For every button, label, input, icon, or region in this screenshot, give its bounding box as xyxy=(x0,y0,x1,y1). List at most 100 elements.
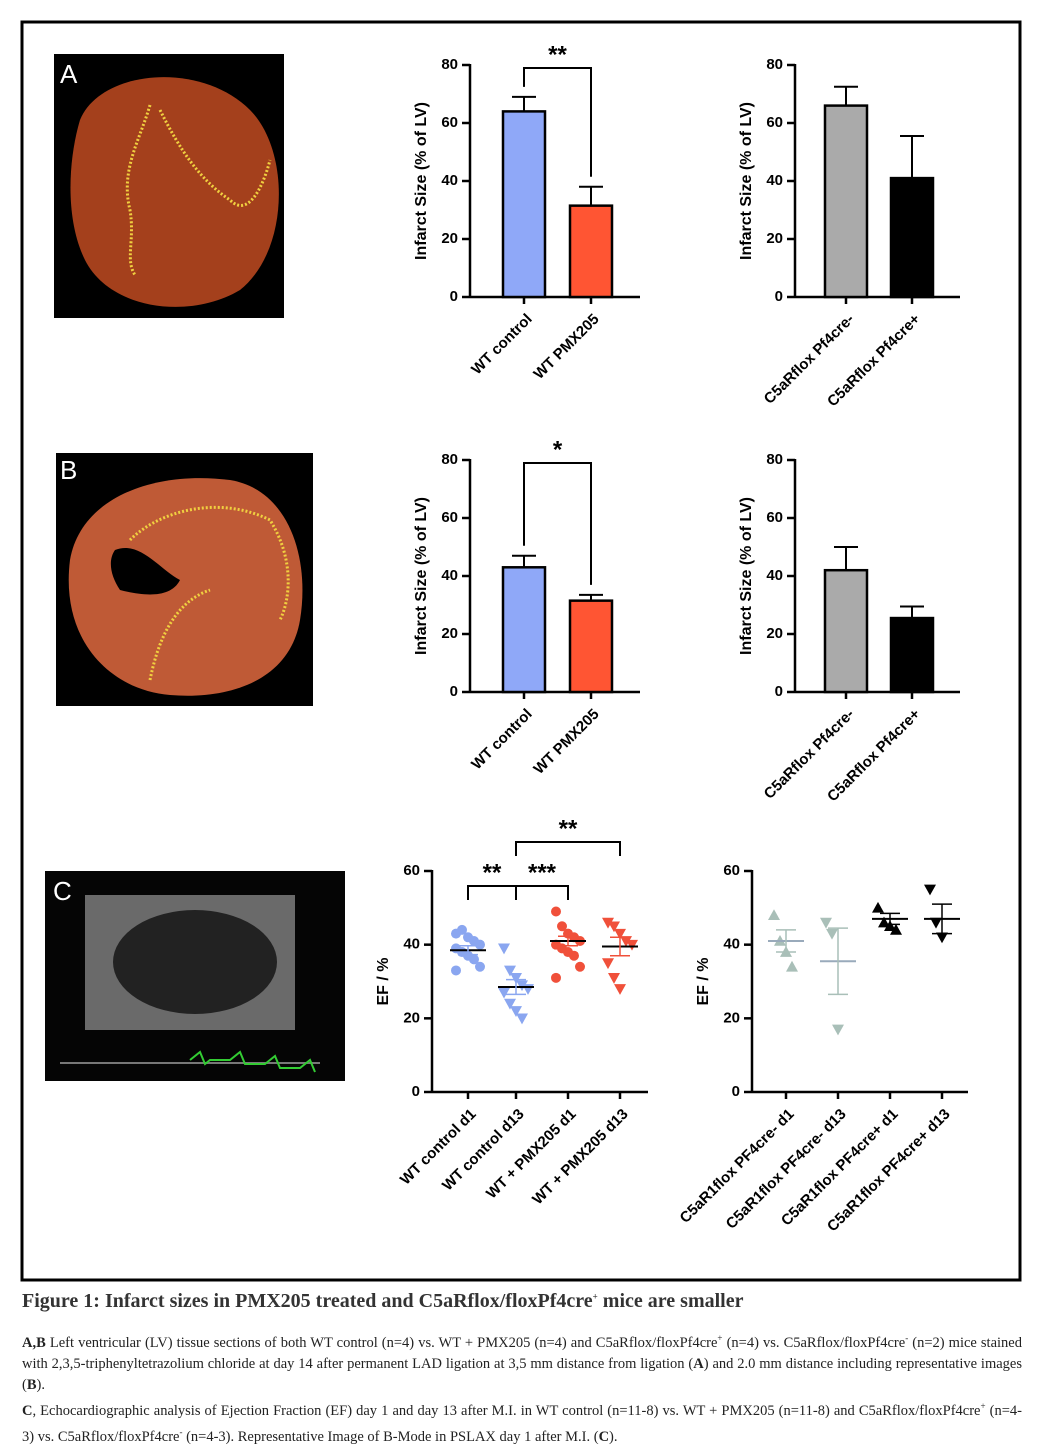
caption-text: + xyxy=(980,1400,986,1411)
caption-text: ). xyxy=(609,1428,618,1445)
caption-text: Left ventricular (LV) tissue sections of… xyxy=(45,1334,718,1351)
y-tick-label: 20 xyxy=(403,1009,420,1026)
x-tick-label: WT control xyxy=(468,706,535,773)
y-axis-label: Infarct Size (% of LV) xyxy=(738,497,755,655)
data-point xyxy=(602,958,614,970)
data-point xyxy=(872,901,884,913)
y-tick-label: 60 xyxy=(441,509,458,526)
bar xyxy=(501,566,547,694)
panel-label: C xyxy=(53,876,72,906)
y-axis-label: Infarct Size (% of LV) xyxy=(413,102,430,260)
caption-text: B xyxy=(26,1376,37,1393)
data-point xyxy=(820,917,832,929)
y-tick-label: 80 xyxy=(766,451,783,468)
data-point xyxy=(522,984,534,995)
data-point xyxy=(884,920,896,932)
panel-label: A xyxy=(60,59,78,89)
caption-body: A,B Left ventricular (LV) tissue section… xyxy=(22,1328,1022,1447)
y-tick-label: 0 xyxy=(450,288,458,305)
bar xyxy=(501,110,547,299)
caption-text: C xyxy=(22,1402,33,1419)
caption-text: Figure 1: Infarct sizes in PMX205 treate… xyxy=(22,1290,593,1312)
caption-text: ) and 2.0 mm distance including represen… xyxy=(22,1355,1022,1393)
y-tick-label: 0 xyxy=(450,683,458,700)
data-point xyxy=(930,917,942,929)
data-point xyxy=(510,973,522,984)
caption-text: + xyxy=(717,1333,723,1343)
caption-title: Figure 1: Infarct sizes in PMX205 treate… xyxy=(22,1290,1022,1313)
data-point xyxy=(475,939,485,950)
figure-frame xyxy=(20,20,1022,1282)
data-point xyxy=(608,973,620,984)
caption-text: (n=4) vs. C5aRflox/floxPf4cre xyxy=(722,1334,906,1351)
x-tick-label: WT PMX205 xyxy=(530,311,602,383)
y-tick-label: 20 xyxy=(441,625,458,642)
y-axis-label: Infarct Size (% of LV) xyxy=(413,497,430,655)
data-point xyxy=(620,936,632,947)
caption-text: (n=4-3). Representative Image of B-Mode … xyxy=(182,1428,599,1445)
y-tick-label: 40 xyxy=(766,567,783,584)
data-point xyxy=(475,961,485,972)
y-tick-label: 20 xyxy=(766,625,783,642)
data-point xyxy=(516,980,528,992)
data-point xyxy=(504,998,516,1010)
y-tick-label: 0 xyxy=(412,1083,420,1100)
data-point xyxy=(498,943,510,955)
caption-paragraph: C, Echocardiographic analysis of Ejectio… xyxy=(22,1396,1022,1447)
data-point xyxy=(457,924,467,935)
data-point xyxy=(569,950,579,961)
caption-text: C xyxy=(598,1428,610,1445)
data-point xyxy=(832,1024,844,1036)
y-tick-label: 40 xyxy=(403,936,420,953)
data-point xyxy=(614,928,626,940)
x-tick-label: WT + PMX205 d1 xyxy=(483,1106,580,1203)
y-axis-label: Infarct Size (% of LV) xyxy=(738,102,755,260)
bar xyxy=(568,204,614,299)
y-tick-label: 20 xyxy=(441,230,458,247)
data-point xyxy=(551,972,561,983)
y-tick-label: 60 xyxy=(766,114,783,131)
data-point xyxy=(924,884,936,896)
y-tick-label: 60 xyxy=(723,862,740,879)
significance-bracket xyxy=(523,462,592,585)
data-point xyxy=(768,909,780,920)
significance-bracket xyxy=(515,885,569,900)
y-tick-label: 80 xyxy=(441,451,458,468)
y-tick-label: 40 xyxy=(441,567,458,584)
bar xyxy=(889,176,935,299)
data-point xyxy=(575,961,585,972)
data-point xyxy=(614,984,626,995)
caption-text: (n=4-3) vs. C5aRflox/floxPf4cre xyxy=(22,1402,1022,1445)
y-tick-label: 0 xyxy=(775,683,783,700)
y-tick-label: 80 xyxy=(766,56,783,73)
y-tick-label: 0 xyxy=(775,288,783,305)
data-point xyxy=(936,932,948,944)
caption-paragraph: A,B Left ventricular (LV) tissue section… xyxy=(22,1328,1022,1396)
y-tick-label: 60 xyxy=(403,862,420,879)
caption-text: mice are smaller xyxy=(597,1290,744,1312)
x-tick-label: WT + PMX205 d13 xyxy=(529,1106,632,1209)
data-point xyxy=(551,906,561,917)
y-tick-label: 0 xyxy=(732,1083,740,1100)
y-tick-label: 60 xyxy=(766,509,783,526)
caption-text: - xyxy=(905,1333,909,1343)
caption-text: A,B xyxy=(22,1334,46,1351)
y-tick-label: 20 xyxy=(766,230,783,247)
panel-label: B xyxy=(60,455,77,485)
data-point xyxy=(516,1013,528,1025)
ultrasound-image xyxy=(45,871,345,1081)
significance-label: ** xyxy=(483,859,502,886)
data-point xyxy=(510,1006,522,1017)
data-point xyxy=(498,987,510,999)
significance-bracket xyxy=(515,841,621,856)
significance-label: * xyxy=(553,436,563,463)
y-axis-label: EF / % xyxy=(375,957,392,1005)
y-tick-label: 20 xyxy=(723,1009,740,1026)
significance-bracket xyxy=(523,67,592,177)
significance-bracket xyxy=(467,885,517,900)
data-point xyxy=(557,921,567,932)
x-tick-label: WT PMX205 xyxy=(530,706,602,778)
data-point xyxy=(890,923,902,935)
y-tick-label: 40 xyxy=(723,936,740,953)
